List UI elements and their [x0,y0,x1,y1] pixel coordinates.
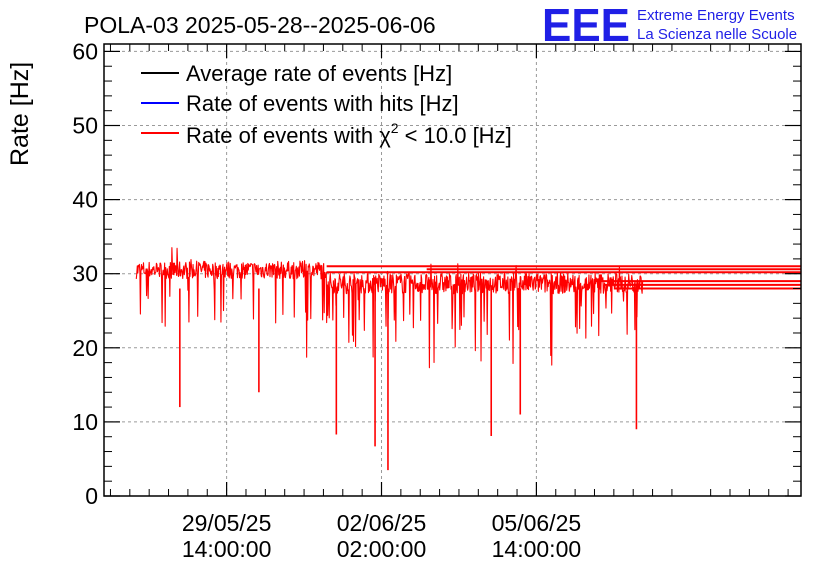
legend-label-hits: Rate of events with hits [Hz] [186,91,459,116]
grid-lines [104,44,801,496]
plot-frame [103,43,802,497]
x-tick-label-date: 05/06/25 [492,510,582,536]
y-tick-label: 10 [72,409,98,435]
legend-chi2-suffix: < 10.0 [Hz] [399,123,512,148]
eee-logo: EEE Extreme Energy Events La Scienza nel… [542,0,797,51]
x-tick-label-date: 29/05/25 [182,510,272,536]
y-tick-label: 60 [72,38,98,64]
x-tick-label-date: 02/06/25 [337,510,427,536]
y-tick-label: 20 [72,335,98,361]
axis-ticks [104,44,801,497]
eee-logo-mark: EEE [542,0,630,51]
x-tick-label-time: 14:00:00 [492,536,582,562]
eee-logo-line1: Extreme Energy Events [637,7,795,24]
y-tick-label: 50 [72,113,98,139]
y-tick-labels: 0 10 20 30 40 50 60 [72,38,98,509]
series-chi2-line [135,247,644,369]
y-tick-label: 40 [72,187,98,213]
x-tick-label-time: 14:00:00 [182,536,272,562]
y-axis-label: Rate [Hz] [6,62,34,166]
legend-label-chi2: Rate of events with χ2 < 10.0 [Hz] [186,120,512,148]
y-tick-label: 30 [72,261,98,287]
legend-chi2-sup: 2 [391,120,399,136]
x-tick-label-time: 02:00:00 [337,536,427,562]
legend-label-average: Average rate of events [Hz] [186,61,452,86]
data-series [135,247,801,471]
eee-logo-line2: La Scienza nelle Scuole [637,26,797,43]
y-tick-label: 0 [85,483,98,509]
chart-title: POLA-03 2025-05-28--2025-06-06 [84,12,436,38]
x-tick-labels: 29/05/2514:00:0002/06/2502:00:0005/06/25… [182,510,581,562]
legend-chi2-prefix: Rate of events with χ [186,123,391,148]
legend: Average rate of events [Hz] Rate of even… [141,61,512,148]
